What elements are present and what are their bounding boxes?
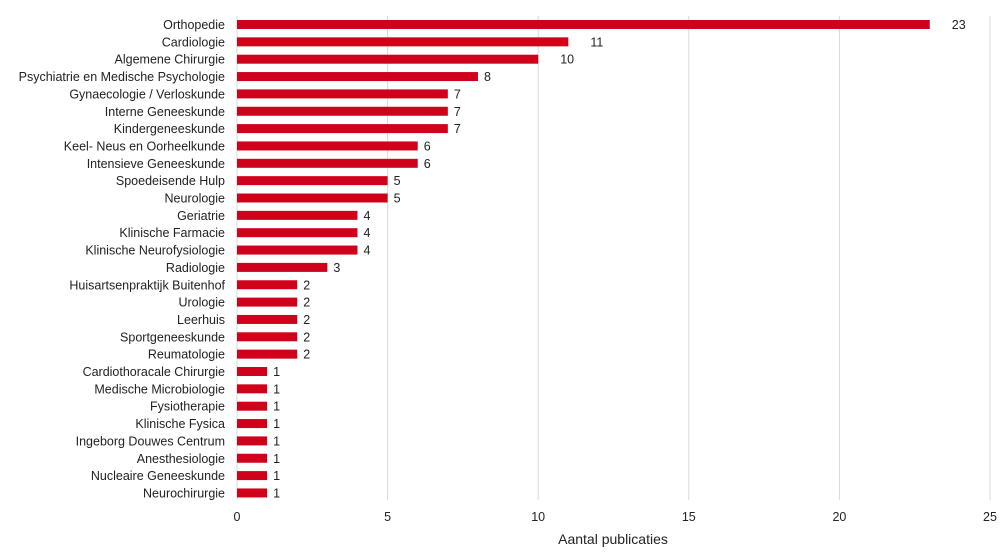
bar <box>237 280 298 290</box>
category-label: Leerhuis <box>177 313 225 327</box>
bar <box>237 72 478 82</box>
category-label: Reumatologie <box>148 348 225 362</box>
data-label: 5 <box>394 174 401 188</box>
data-label: 23 <box>952 18 966 32</box>
bar <box>237 349 298 359</box>
data-label: 7 <box>454 87 461 101</box>
category-label: Algemene Chirurgie <box>115 53 226 67</box>
category-label: Geriatrie <box>177 209 225 223</box>
data-label: 1 <box>273 400 280 414</box>
bar <box>237 106 448 116</box>
category-label: Neurologie <box>165 192 226 206</box>
data-label: 7 <box>454 105 461 119</box>
bar <box>237 245 358 255</box>
category-label: Orthopedie <box>163 18 225 32</box>
category-labels: Orthopedie Cardiologie Algemene Chirurgie P… <box>19 18 226 500</box>
data-label: 1 <box>273 382 280 396</box>
category-label: Intensieve Geneeskunde <box>87 157 225 171</box>
bar <box>237 193 388 203</box>
bar <box>237 158 418 168</box>
x-tick-labels: 0 5 10 15 20 25 <box>234 510 997 524</box>
category-label: Kindergeneeskunde <box>114 122 225 136</box>
category-label: Anesthesiologie <box>137 452 225 466</box>
data-label: 2 <box>303 278 310 292</box>
data-label: 4 <box>363 244 370 258</box>
bar <box>237 419 268 429</box>
category-label: Radiologie <box>166 261 225 275</box>
data-label: 4 <box>363 209 370 223</box>
bar <box>237 124 448 134</box>
data-label: 6 <box>424 139 431 153</box>
category-label: Ingeborg Douwes Centrum <box>76 434 225 448</box>
x-tick-label: 20 <box>832 510 846 524</box>
bar <box>237 436 268 446</box>
bar <box>237 401 268 411</box>
data-label: 1 <box>273 417 280 431</box>
category-label: Gynaecologie / Verloskunde <box>69 87 225 101</box>
x-tick-label: 5 <box>384 510 391 524</box>
bar <box>237 297 298 307</box>
bar <box>237 141 418 151</box>
data-label: 1 <box>273 434 280 448</box>
data-label: 1 <box>273 365 280 379</box>
data-label: 1 <box>273 452 280 466</box>
bar <box>237 453 268 463</box>
category-label: Cardiologie <box>162 35 225 49</box>
x-tick-label: 25 <box>983 510 997 524</box>
data-label: 11 <box>590 35 603 49</box>
data-label: 3 <box>333 261 340 275</box>
bar <box>237 89 448 99</box>
bar <box>237 488 268 498</box>
bar <box>237 384 268 394</box>
category-label: Klinische Farmacie <box>119 226 225 240</box>
bar <box>237 20 930 29</box>
bar <box>237 332 298 342</box>
category-label: Sportgeneeskunde <box>120 330 225 344</box>
category-label: Urologie <box>178 296 225 310</box>
x-tick-label: 0 <box>234 510 241 524</box>
data-label: 1 <box>273 486 280 500</box>
data-label: 7 <box>454 122 461 136</box>
x-tick-label: 10 <box>531 510 545 524</box>
data-label: 2 <box>303 348 310 362</box>
data-label: 2 <box>303 313 310 327</box>
bar <box>237 314 298 324</box>
category-label: Keel- Neus en Oorheelkunde <box>64 139 225 153</box>
category-label: Nucleaire Geneeskunde <box>91 469 225 483</box>
data-label: 1 <box>273 469 280 483</box>
x-tick-label: 15 <box>682 510 696 524</box>
bar <box>237 228 358 238</box>
data-label: 2 <box>303 296 310 310</box>
category-label: Interne Geneeskunde <box>105 105 225 119</box>
category-label: Klinische Neurofysiologie <box>85 244 225 258</box>
data-label: 2 <box>303 330 310 344</box>
category-label: Psychiatrie en Medische Psychologie <box>19 70 225 84</box>
bar <box>237 176 388 186</box>
bar <box>237 210 358 220</box>
bar <box>237 37 569 47</box>
category-label: Klinische Fysica <box>135 417 225 431</box>
data-label: 8 <box>484 70 491 84</box>
bar <box>237 262 328 272</box>
bar <box>237 367 268 376</box>
category-label: Cardiothoracale Chirurgie <box>83 365 225 379</box>
bar <box>237 471 268 481</box>
bars <box>237 20 930 498</box>
bar <box>237 54 539 64</box>
category-label: Fysiotherapie <box>150 400 225 414</box>
data-label: 4 <box>363 226 370 240</box>
data-label: 6 <box>424 157 431 171</box>
category-label: Huisartsenpraktijk Buitenhof <box>69 278 225 292</box>
x-axis-label: Aantal publicaties <box>558 531 668 547</box>
data-label: 10 <box>560 53 574 67</box>
data-label: 5 <box>394 192 401 206</box>
category-label: Medische Microbiologie <box>94 382 225 396</box>
gridlines <box>236 16 991 500</box>
category-label: Spoedeisende Hulp <box>116 174 225 188</box>
category-label: Neurochirurgie <box>143 486 225 500</box>
